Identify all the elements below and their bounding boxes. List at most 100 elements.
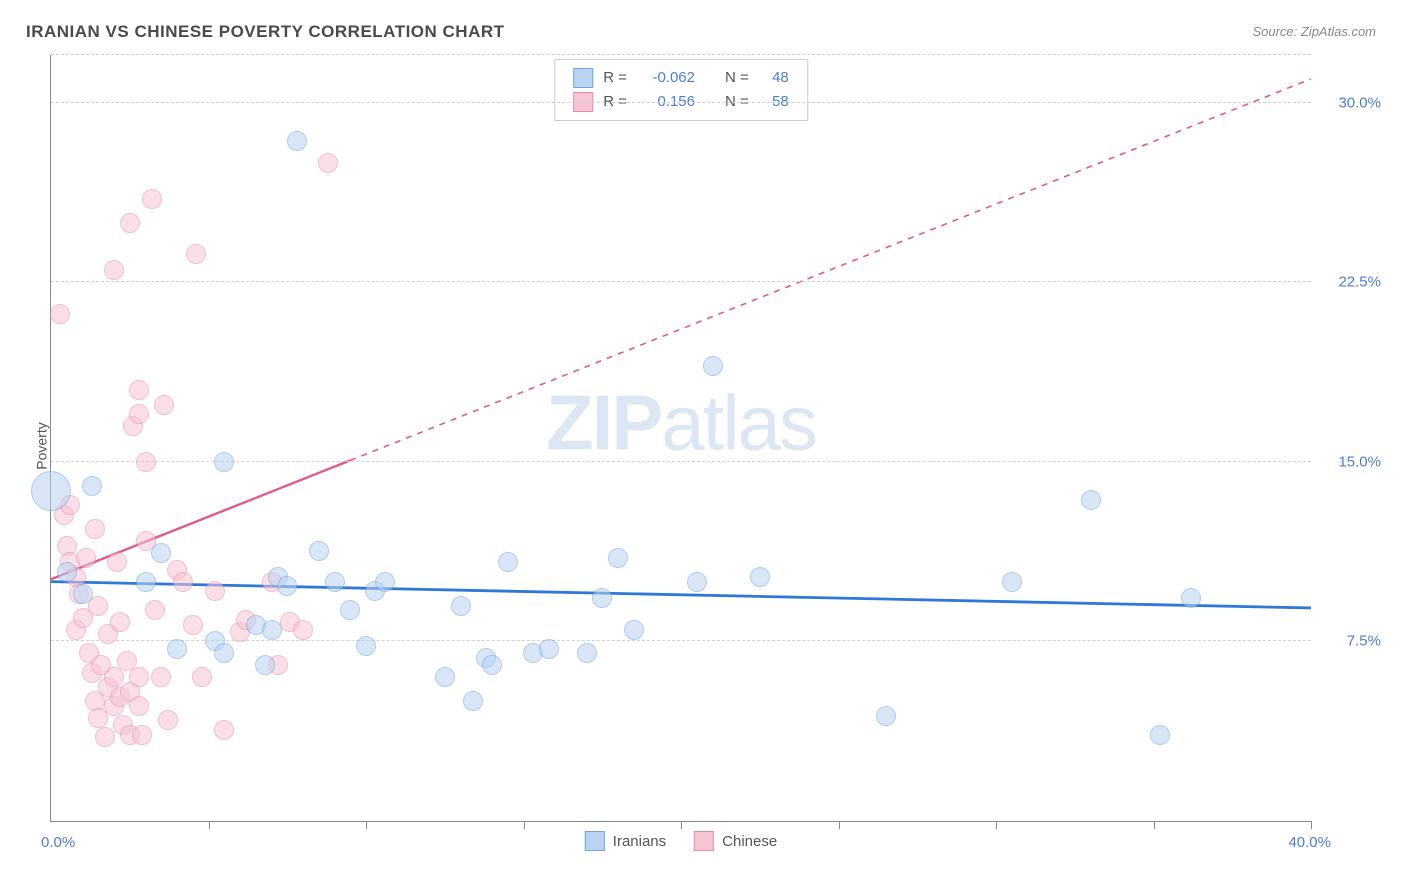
legend-swatch (573, 68, 593, 88)
data-point (277, 576, 297, 596)
legend-item: Iranians (585, 831, 666, 851)
y-tick-label: 22.5% (1321, 274, 1381, 291)
y-axis-label: Poverty (34, 422, 50, 469)
y-tick-label: 7.5% (1321, 633, 1381, 650)
data-point (214, 720, 234, 740)
x-tick (681, 821, 682, 829)
x-axis-start-label: 0.0% (41, 834, 75, 851)
data-point (1150, 725, 1170, 745)
x-tick (839, 821, 840, 829)
data-point (85, 519, 105, 539)
data-point (129, 696, 149, 716)
data-point (76, 548, 96, 568)
data-point (82, 476, 102, 496)
data-point (88, 596, 108, 616)
data-point (435, 667, 455, 687)
data-point (120, 213, 140, 233)
y-tick-label: 15.0% (1321, 453, 1381, 470)
y-tick-label: 30.0% (1321, 94, 1381, 111)
x-tick (996, 821, 997, 829)
data-point (136, 452, 156, 472)
data-point (262, 620, 282, 640)
gridline (51, 54, 1311, 55)
x-tick (1311, 821, 1312, 829)
data-point (57, 562, 77, 582)
data-point (158, 710, 178, 730)
data-point (577, 643, 597, 663)
data-point (498, 552, 518, 572)
data-point (325, 572, 345, 592)
data-point (183, 615, 203, 635)
data-point (703, 356, 723, 376)
data-point (132, 725, 152, 745)
data-point (482, 655, 502, 675)
data-point (95, 727, 115, 747)
data-point (104, 667, 124, 687)
data-point (154, 395, 174, 415)
trend-lines (51, 55, 1311, 821)
x-axis-end-label: 40.0% (1288, 834, 1331, 851)
x-tick (1154, 821, 1155, 829)
data-point (539, 639, 559, 659)
data-point (145, 600, 165, 620)
data-point (73, 584, 93, 604)
plot-area: ZIPatlas R =-0.062N =48R =0.156N =58 0.0… (50, 55, 1311, 822)
data-point (293, 620, 313, 640)
data-point (107, 552, 127, 572)
data-point (173, 572, 193, 592)
data-point (142, 189, 162, 209)
x-tick (366, 821, 367, 829)
data-point (340, 600, 360, 620)
legend-item: Chinese (694, 831, 777, 851)
data-point (104, 260, 124, 280)
data-point (50, 304, 70, 324)
x-tick (524, 821, 525, 829)
data-point (592, 588, 612, 608)
data-point (129, 667, 149, 687)
data-point (186, 244, 206, 264)
chart-title: IRANIAN VS CHINESE POVERTY CORRELATION C… (26, 22, 505, 42)
data-point (375, 572, 395, 592)
data-point (255, 655, 275, 675)
data-point (31, 471, 71, 511)
data-point (129, 380, 149, 400)
data-point (110, 612, 130, 632)
r-label: R = (603, 66, 627, 90)
legend-swatch (585, 831, 605, 851)
legend-label: Chinese (722, 833, 777, 850)
data-point (129, 404, 149, 424)
stats-row: R = -0.062 N = 48 (573, 66, 789, 90)
legend-label: Iranians (613, 833, 666, 850)
bottom-legend: Iranians Chinese (585, 831, 777, 851)
n-value: 48 (759, 66, 789, 90)
data-point (309, 541, 329, 561)
data-point (192, 667, 212, 687)
source-credit: Source: ZipAtlas.com (1252, 24, 1376, 39)
legend-swatch (694, 831, 714, 851)
data-point (1181, 588, 1201, 608)
data-point (624, 620, 644, 640)
data-point (151, 667, 171, 687)
gridline (51, 461, 1311, 462)
data-point (136, 572, 156, 592)
gridline (51, 281, 1311, 282)
data-point (214, 643, 234, 663)
data-point (451, 596, 471, 616)
data-point (1081, 490, 1101, 510)
data-point (151, 543, 171, 563)
data-point (214, 452, 234, 472)
x-tick (209, 821, 210, 829)
data-point (356, 636, 376, 656)
gridline (51, 102, 1311, 103)
data-point (167, 639, 187, 659)
data-point (318, 153, 338, 173)
r-value: -0.062 (637, 66, 695, 90)
data-point (608, 548, 628, 568)
data-point (1002, 572, 1022, 592)
data-point (687, 572, 707, 592)
stats-box: R =-0.062N =48R =0.156N =58 (554, 59, 808, 121)
n-label: N = (725, 66, 749, 90)
data-point (287, 131, 307, 151)
data-point (205, 581, 225, 601)
data-point (750, 567, 770, 587)
